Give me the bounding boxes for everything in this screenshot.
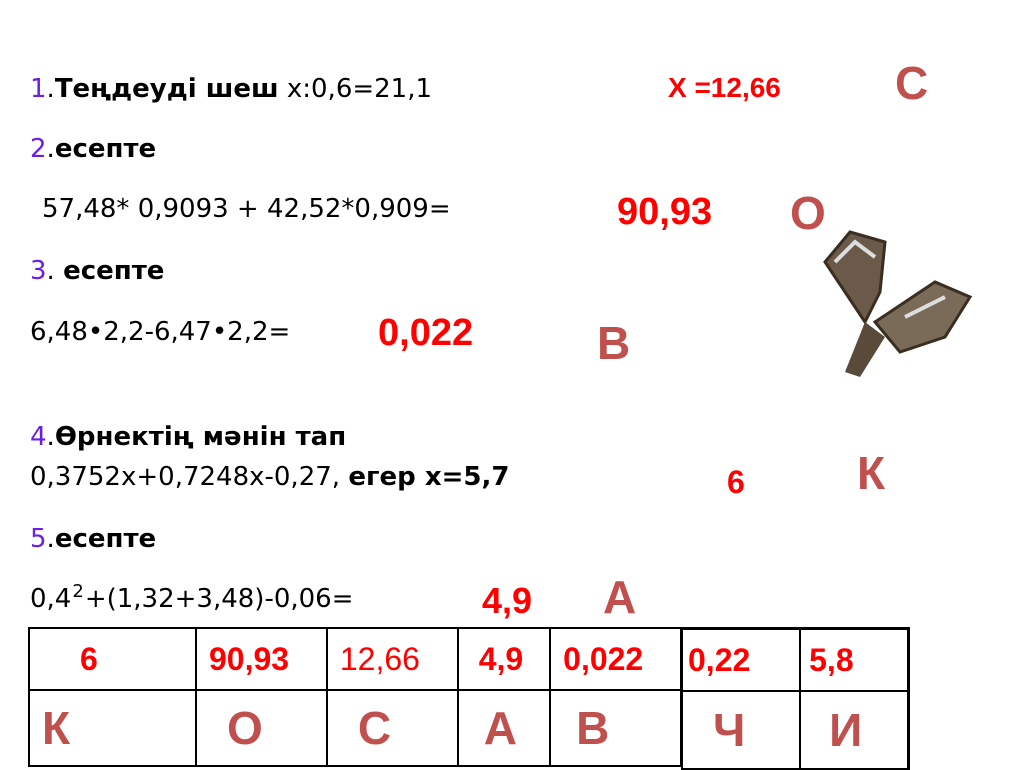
table-value: 6 — [28, 627, 197, 691]
table-letter: И — [799, 690, 910, 770]
task-2: 2.есепте — [30, 134, 157, 164]
task-number: 2 — [30, 134, 47, 164]
task-number: 3 — [30, 256, 47, 286]
table-letter: О — [195, 689, 328, 767]
letter-1: С — [895, 57, 929, 109]
task-condition: егер x=5,7 — [348, 462, 510, 492]
task-label: Теңдеуді шеш — [54, 74, 279, 104]
table-letter: К — [28, 689, 197, 767]
letter-5: А — [603, 571, 637, 623]
task-number: 1 — [30, 74, 47, 104]
task-4-expr: 0,3752x+0,7248x-0,27, егер x=5,7 — [30, 462, 509, 492]
task-number: 4 — [30, 422, 47, 452]
table-value: 5,8 — [799, 627, 910, 692]
letter-3: В — [597, 317, 631, 369]
task-label: есепте — [63, 256, 165, 286]
letter-2: О — [790, 187, 826, 239]
answer-3: 0,022 — [378, 312, 474, 354]
task-number: 5 — [30, 524, 47, 554]
task-5: 5.есепте — [30, 524, 157, 554]
table-letter: С — [325, 689, 459, 767]
answer-2: 90,93 — [617, 191, 713, 233]
task-label: Өрнектің мәнін тап — [54, 422, 347, 452]
expr-rest: +(1,32+3,48)-0,06= — [84, 584, 354, 614]
task-expr: 0,3752x+0,7248x-0,27, — [30, 462, 341, 492]
task-3: 3. есепте — [30, 256, 165, 286]
task-5-expr: 0,42+(1,32+3,48)-0,06= — [30, 581, 354, 615]
table-letter: Ч — [680, 690, 802, 770]
table-value: 12,66 — [325, 627, 459, 691]
task-label: есепте — [54, 524, 157, 554]
table-value: 0,22 — [680, 627, 802, 692]
table-value: 90,93 — [195, 627, 328, 691]
expr-base: 0,4 — [30, 584, 72, 614]
task-4: 4.Өрнектің мәнін тап — [30, 422, 347, 452]
table-letter: В — [549, 689, 682, 767]
task-expr: x:0,6=21,1 — [286, 74, 433, 104]
task-3-expr: 6,48•2,2-6,47•2,2= — [30, 317, 291, 347]
task-label: есепте — [54, 134, 157, 164]
table-value: 0,022 — [549, 627, 682, 691]
task-2-expr: 57,48* 0,9093 + 42,52*0,909= — [42, 194, 451, 224]
butterfly-image — [823, 230, 973, 377]
expr-exponent: 2 — [72, 581, 84, 602]
answer-4: 6 — [727, 464, 745, 500]
answer-1: X =12,66 — [668, 72, 781, 103]
task-1: 1.Теңдеуді шеш x:0,6=21,1 — [30, 74, 433, 104]
answer-5: 4,9 — [482, 580, 533, 621]
table-value: 4,9 — [456, 627, 552, 691]
letter-4: К — [857, 447, 886, 499]
table-letter: А — [456, 689, 552, 767]
